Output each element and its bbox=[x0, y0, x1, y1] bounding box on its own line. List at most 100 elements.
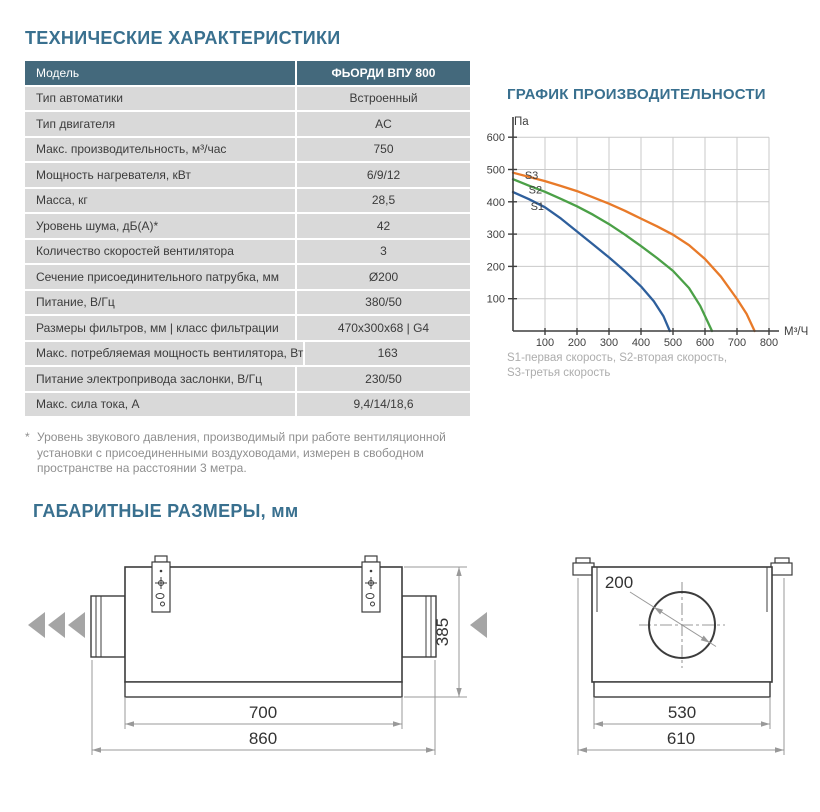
footnote-line: пространстве на расстоянии 3 метра. bbox=[37, 461, 247, 475]
spec-row-label: Макс. сила тока, А bbox=[25, 392, 295, 416]
footnote-asterisk: * bbox=[25, 430, 30, 444]
x-tick-label: 700 bbox=[728, 337, 746, 349]
spec-row-value: 42 bbox=[297, 214, 470, 238]
x-tick-label: 600 bbox=[696, 337, 714, 349]
dimensions-section-title: ГАБАРИТНЫЕ РАЗМЕРЫ, мм bbox=[33, 501, 299, 521]
y-tick-label: 300 bbox=[487, 229, 505, 241]
y-tick-label: 400 bbox=[487, 197, 505, 209]
mounting-bracket bbox=[361, 555, 381, 613]
chart-series: S1 S2 S3 bbox=[511, 170, 756, 333]
chart-note-line: S1-первая скорость, S2-вторая скорость, bbox=[507, 352, 728, 364]
left-duct bbox=[90, 595, 126, 658]
table-row: Масса, кг 28,5 bbox=[25, 188, 470, 212]
chart-note-line: S3-третья скорость bbox=[507, 367, 611, 379]
footnote-line: Уровень звукового давления, производимый… bbox=[37, 430, 446, 444]
table-row: Сечение присоединительного патрубка, мм Ø… bbox=[25, 265, 470, 289]
y-tick-label: 100 bbox=[487, 294, 505, 306]
dimension-total-width bbox=[578, 747, 784, 753]
spec-table-body: Тип автоматики Встроенный Тип двигателя AC М… bbox=[25, 86, 470, 416]
spec-header-value: ФЬОРДИ ВПУ 800 bbox=[297, 61, 470, 85]
spec-row-value: 9,4/14/18,6 bbox=[297, 392, 470, 416]
y-axis-unit-label: Па bbox=[514, 116, 529, 128]
spec-row-value: 28,5 bbox=[297, 188, 470, 212]
dimension-diameter bbox=[629, 591, 717, 647]
mounting-tab bbox=[572, 557, 595, 576]
spec-row-label: Масса, кг bbox=[25, 188, 295, 212]
table-row: Макс. потребляемая мощность вентилятора,… bbox=[25, 341, 470, 365]
performance-chart: S1 S2 S3 100 200 300 400 500 600 700 800 100 200 300… bbox=[487, 116, 809, 349]
end-view-drawing: 200 530 610 bbox=[572, 557, 793, 755]
dimension-total-width bbox=[91, 660, 436, 755]
spec-row-value: 230/50 bbox=[297, 367, 470, 391]
spec-row-value: 470x300x68 | G4 bbox=[297, 316, 470, 340]
table-row: Тип двигателя AC bbox=[25, 112, 470, 136]
duct-opening bbox=[648, 591, 716, 659]
airflow-arrow-icon bbox=[48, 612, 65, 638]
spec-row-value: 750 bbox=[297, 137, 470, 161]
x-tick-label: 100 bbox=[536, 337, 554, 349]
spec-row-label: Тип автоматики bbox=[25, 86, 295, 110]
spec-row-value: Ø200 bbox=[297, 265, 470, 289]
footnote-line: установки с присоединенными воздуховодам… bbox=[37, 445, 424, 460]
spec-row-value: 163 bbox=[305, 341, 470, 365]
footnote-text: Уровень звукового давления, производимый… bbox=[25, 430, 475, 477]
series-S3-line bbox=[511, 171, 756, 333]
spec-row-label: Тип двигателя bbox=[25, 112, 295, 136]
airflow-arrow-icon bbox=[68, 612, 85, 638]
y-tick-label: 600 bbox=[487, 132, 505, 144]
dimension-label-body-width: 530 bbox=[668, 703, 696, 722]
x-axis-unit-label: М³/Ч bbox=[784, 326, 808, 338]
table-row: Макс. производительность, м³/час 750 bbox=[25, 137, 470, 161]
table-row: Макс. сила тока, А 9,4/14/18,6 bbox=[25, 392, 470, 416]
spec-row-label: Количество скоростей вентилятора bbox=[25, 239, 295, 263]
side-view-drawing: 385 700 860 bbox=[28, 555, 487, 755]
table-row: Уровень шума, дБ(А)* 42 bbox=[25, 214, 470, 238]
chart-title: ГРАФИК ПРОИЗВОДИТЕЛЬНОСТИ bbox=[507, 86, 766, 103]
table-row: Размеры фильтров, мм | класс фильтрации 4… bbox=[25, 316, 470, 340]
spec-table: Модель ФЬОРДИ ВПУ 800 Тип автоматики Встр… bbox=[25, 61, 470, 416]
y-tick-label: 200 bbox=[487, 261, 505, 273]
spec-row-value: Встроенный bbox=[297, 86, 470, 110]
unit-body bbox=[124, 566, 403, 683]
noise-footnote: * Уровень звукового давления, производим… bbox=[25, 430, 475, 477]
x-tick-label: 800 bbox=[760, 337, 778, 349]
series-S1-label: S1 bbox=[531, 201, 544, 213]
airflow-arrow-icon bbox=[470, 612, 487, 638]
table-row: Питание электропривода заслонки, В/Гц 230… bbox=[25, 367, 470, 391]
dimension-label-total-width: 610 bbox=[667, 729, 695, 748]
table-row: Мощность нагревателя, кВт 6/9/12 bbox=[25, 163, 470, 187]
dimension-label-height: 385 bbox=[433, 618, 452, 646]
x-tick-label: 300 bbox=[600, 337, 618, 349]
mounting-bracket bbox=[151, 555, 171, 613]
unit-base-strip bbox=[124, 681, 403, 698]
table-row: Питание, В/Гц 380/50 bbox=[25, 290, 470, 314]
page-title: ТЕХНИЧЕСКИЕ ХАРАКТЕРИСТИКИ bbox=[25, 28, 341, 48]
chart-axes: 100 200 300 400 500 600 700 800 100 200 300 400 500 6… bbox=[487, 132, 779, 349]
spec-table-header-row: Модель ФЬОРДИ ВПУ 800 bbox=[25, 61, 470, 85]
spec-row-label: Мощность нагревателя, кВт bbox=[25, 163, 295, 187]
spec-row-value: 6/9/12 bbox=[297, 163, 470, 187]
table-row: Количество скоростей вентилятора 3 bbox=[25, 239, 470, 263]
spec-row-value: 380/50 bbox=[297, 290, 470, 314]
right-duct bbox=[401, 595, 437, 658]
dimension-body-width bbox=[593, 697, 771, 729]
mounting-tab bbox=[770, 557, 793, 576]
spec-row-label: Уровень шума, дБ(А)* bbox=[25, 214, 295, 238]
spec-row-label: Макс. производительность, м³/час bbox=[25, 137, 295, 161]
dimension-label-body-width: 700 bbox=[249, 703, 277, 722]
spec-row-value: 3 bbox=[297, 239, 470, 263]
dimension-body-width bbox=[124, 697, 403, 729]
spec-header-label: Модель bbox=[25, 61, 295, 85]
chart-legend-note: S1-первая скорость, S2-вторая скорость, … bbox=[507, 351, 727, 381]
spec-row-label: Размеры фильтров, мм | класс фильтрации bbox=[25, 316, 295, 340]
x-tick-label: 200 bbox=[568, 337, 586, 349]
spec-row-label: Сечение присоединительного патрубка, мм bbox=[25, 265, 295, 289]
y-tick-label: 500 bbox=[487, 165, 505, 177]
spec-row-label: Питание, В/Гц bbox=[25, 290, 295, 314]
spec-row-value: AC bbox=[297, 112, 470, 136]
table-row: Тип автоматики Встроенный bbox=[25, 86, 470, 110]
series-S2-label: S2 bbox=[529, 185, 542, 197]
x-tick-label: 500 bbox=[664, 337, 682, 349]
spec-row-label: Питание электропривода заслонки, В/Гц bbox=[25, 367, 295, 391]
